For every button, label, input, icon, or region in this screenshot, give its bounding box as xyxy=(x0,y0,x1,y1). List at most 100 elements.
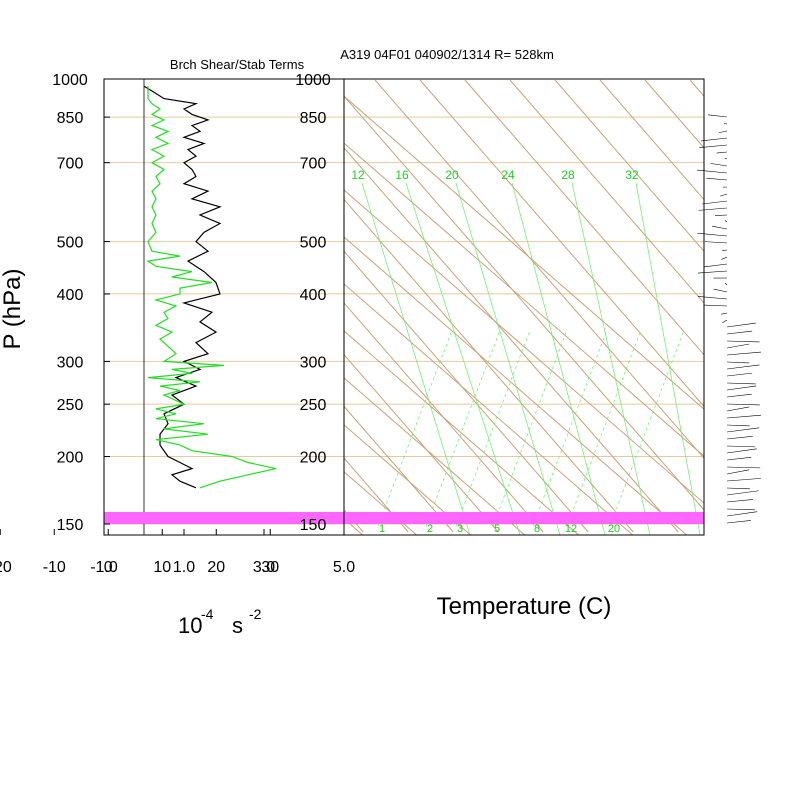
temperature-tick-label: -20 xyxy=(0,559,12,576)
temperature-profile-line xyxy=(258,79,289,488)
isotherm xyxy=(0,79,255,535)
temperature-tick-label: 0 xyxy=(104,559,113,576)
wind-barb xyxy=(716,151,728,154)
dry-adiabat xyxy=(344,405,454,533)
isotherm xyxy=(344,424,471,535)
wind-barb xyxy=(697,169,728,174)
shear-term-line xyxy=(143,85,222,489)
saturated-adiabat xyxy=(532,329,608,527)
wind-barb xyxy=(699,144,728,148)
wind-barb xyxy=(726,435,753,440)
left-x-tick-label: 5.0 xyxy=(333,559,355,576)
wind-barb xyxy=(703,304,728,307)
temperature-tick-label: 20 xyxy=(207,559,225,576)
x-label-exponent: -4 xyxy=(201,606,214,622)
dry-adiabat xyxy=(0,80,273,532)
wind-barb xyxy=(726,490,759,496)
wind-barb xyxy=(703,263,728,268)
wind-barbs xyxy=(697,114,762,524)
temperature-tick-label: -10 xyxy=(43,559,66,576)
wind-barb xyxy=(726,361,750,364)
isotherm xyxy=(344,236,687,535)
wind-barb xyxy=(726,322,756,328)
left-x-tick-label: 1.0 xyxy=(173,559,195,576)
low-mixing-ratio-label: 8 xyxy=(534,523,540,535)
wind-barb xyxy=(697,296,728,300)
wind-barb xyxy=(702,200,728,205)
isotherm xyxy=(344,95,704,410)
pressure-tick-label-left: 300 xyxy=(57,354,84,371)
temperature-tick-label: 10 xyxy=(153,559,171,576)
wind-barb xyxy=(726,478,761,482)
sounding-title: A319 04F01 040902/1314 R= 528km xyxy=(340,47,554,62)
wind-barb xyxy=(722,249,728,252)
wind-barb xyxy=(722,319,728,323)
low-mixing-ratio-label: 5 xyxy=(494,523,500,535)
isotherm xyxy=(344,330,579,535)
saturated-adiabat xyxy=(425,329,501,527)
wind-barb xyxy=(698,207,728,211)
saturated-adiabat xyxy=(566,329,642,527)
dry-adiabat xyxy=(735,80,800,532)
wind-barb xyxy=(726,372,753,377)
mixing-ratio-label: 12 xyxy=(351,168,365,182)
x-axis-label-left: 10 -4 s -2 xyxy=(178,606,262,638)
wind-barb xyxy=(726,469,750,475)
x-label-base: 10 xyxy=(178,613,202,638)
left-x-tick-label: 3.0 xyxy=(253,559,275,576)
wind-barb xyxy=(726,406,750,412)
pressure-tick-label-right: 1000 xyxy=(295,72,331,89)
pressure-tick-label-right: 150 xyxy=(300,517,327,534)
wind-barb xyxy=(726,414,762,419)
isotherm xyxy=(0,79,309,535)
mixing-ratio-line xyxy=(405,182,521,535)
wind-barb xyxy=(701,137,728,142)
isotherm xyxy=(344,189,704,504)
wind-barb xyxy=(724,157,728,160)
wind-barb xyxy=(726,385,757,391)
wind-barb xyxy=(704,241,728,244)
wind-barb xyxy=(726,330,753,335)
wind-barb xyxy=(726,508,755,511)
isotherm xyxy=(0,79,201,535)
mixing-ratio-line xyxy=(361,182,471,535)
dry-adiabat xyxy=(780,80,800,532)
low-mixing-ratio-label: 12 xyxy=(565,523,577,535)
mixing-ratio-label: 28 xyxy=(561,168,575,182)
pressure-tick-label-right: 250 xyxy=(300,397,327,414)
saturated-adiabat xyxy=(377,329,453,527)
pressure-tick-label-right: 700 xyxy=(300,156,327,173)
mixing-ratio-label: 16 xyxy=(395,168,409,182)
wind-barb xyxy=(726,445,756,448)
pressure-tick-label-left: 200 xyxy=(57,450,84,467)
mixing-ratio-line xyxy=(511,182,606,535)
pressure-tick-label-left: 500 xyxy=(57,235,84,252)
mixing-ratio-line xyxy=(455,182,561,535)
left-profile-lines xyxy=(143,85,277,489)
pressure-tick-label-left: 1000 xyxy=(52,72,88,89)
dry-adiabat xyxy=(344,302,544,533)
dry-adiabat xyxy=(0,80,318,532)
wind-barb xyxy=(726,511,758,517)
mixing-ratio-label: 32 xyxy=(625,168,639,182)
temperature-tick-label: 30 xyxy=(261,559,279,576)
mixing-ratio-line xyxy=(635,182,701,535)
wind-barb xyxy=(726,424,750,427)
wind-barb xyxy=(726,364,760,370)
left-x-tick-label: -1.0 xyxy=(90,559,118,576)
wind-barb xyxy=(726,343,750,349)
isotherm xyxy=(344,283,633,535)
low-mixing-ratio-label: 20 xyxy=(608,523,620,535)
dry-adiabat xyxy=(599,79,704,201)
wind-barb xyxy=(710,163,728,167)
wind-barb xyxy=(726,427,760,433)
saturated-adiabat xyxy=(609,329,685,527)
pressure-tick-label-right: 500 xyxy=(300,235,327,252)
wind-barb xyxy=(726,382,756,385)
dry-adiabat xyxy=(344,250,589,533)
dry-adiabat xyxy=(419,79,704,408)
wind-barb xyxy=(715,214,728,216)
wind-barb xyxy=(726,457,752,461)
wind-barb xyxy=(697,232,728,237)
